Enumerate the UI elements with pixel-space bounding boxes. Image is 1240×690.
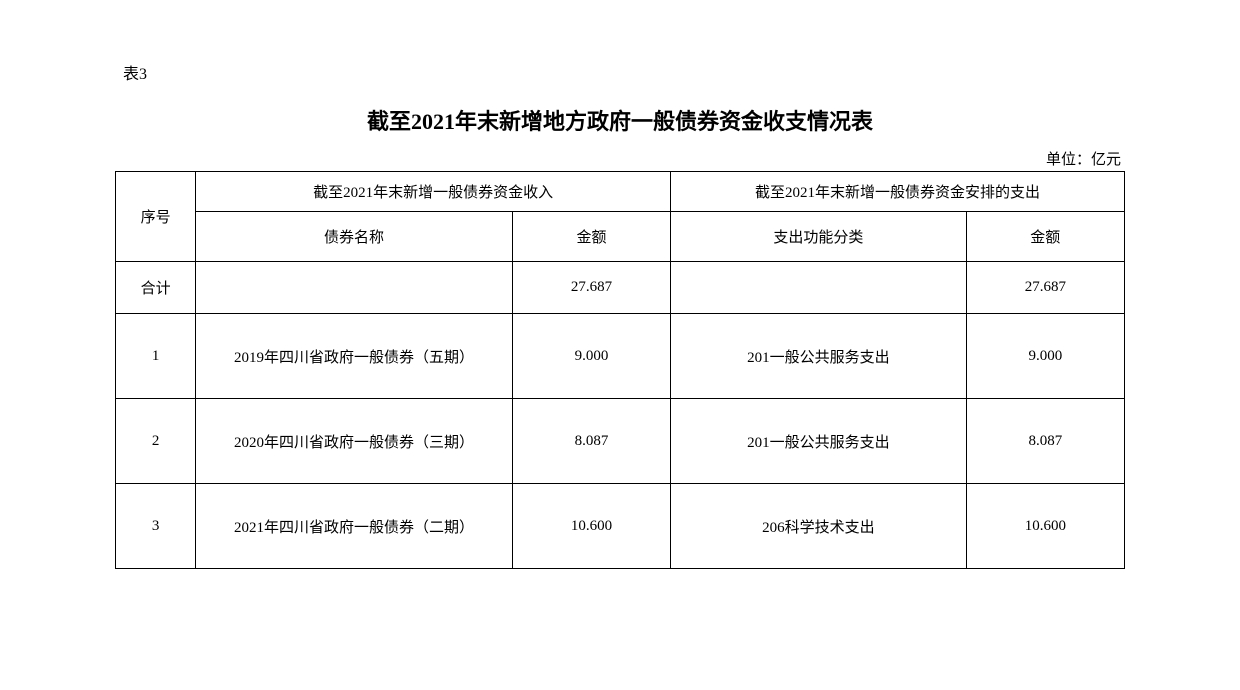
- table-label: 表3: [123, 60, 1125, 84]
- cell-seq: 1: [116, 314, 196, 399]
- cell-bond-name: 2020年四川省政府一般债券（三期）: [196, 399, 513, 484]
- cell-expense-category: 206科学技术支出: [671, 484, 967, 569]
- cell-income-amount: 9.000: [512, 314, 670, 399]
- total-expense-category: [671, 262, 967, 314]
- header-amount2: 金额: [966, 212, 1124, 262]
- header-seq: 序号: [116, 172, 196, 262]
- document-title: 截至2021年末新增地方政府一般债券资金收支情况表: [115, 104, 1125, 136]
- cell-income-amount: 10.600: [512, 484, 670, 569]
- table-header-row-2: 债券名称 金额 支出功能分类 金额: [116, 212, 1125, 262]
- cell-expense-amount: 10.600: [966, 484, 1124, 569]
- cell-expense-amount: 8.087: [966, 399, 1124, 484]
- table-header-row-1: 序号 截至2021年末新增一般债券资金收入 截至2021年末新增一般债券资金安排…: [116, 172, 1125, 212]
- cell-bond-name: 2019年四川省政府一般债券（五期）: [196, 314, 513, 399]
- document-container: 表3 截至2021年末新增地方政府一般债券资金收支情况表 单位：亿元 序号 截至…: [0, 0, 1240, 569]
- header-expense-category: 支出功能分类: [671, 212, 967, 262]
- cell-expense-category: 201一般公共服务支出: [671, 399, 967, 484]
- unit-label: 单位：亿元: [115, 148, 1125, 169]
- cell-expense-category: 201一般公共服务支出: [671, 314, 967, 399]
- header-bond-name: 债券名称: [196, 212, 513, 262]
- table-row: 2 2020年四川省政府一般债券（三期） 8.087 201一般公共服务支出 8…: [116, 399, 1125, 484]
- total-label: 合计: [116, 262, 196, 314]
- cell-seq: 3: [116, 484, 196, 569]
- table-row: 3 2021年四川省政府一般债券（二期） 10.600 206科学技术支出 10…: [116, 484, 1125, 569]
- total-bond-name: [196, 262, 513, 314]
- table-row: 1 2019年四川省政府一般债券（五期） 9.000 201一般公共服务支出 9…: [116, 314, 1125, 399]
- header-amount: 金额: [512, 212, 670, 262]
- total-income-amount: 27.687: [512, 262, 670, 314]
- total-row: 合计 27.687 27.687: [116, 262, 1125, 314]
- total-expense-amount: 27.687: [966, 262, 1124, 314]
- cell-expense-amount: 9.000: [966, 314, 1124, 399]
- cell-income-amount: 8.087: [512, 399, 670, 484]
- data-table: 序号 截至2021年末新增一般债券资金收入 截至2021年末新增一般债券资金安排…: [115, 171, 1125, 569]
- cell-seq: 2: [116, 399, 196, 484]
- header-expense-group: 截至2021年末新增一般债券资金安排的支出: [671, 172, 1125, 212]
- cell-bond-name: 2021年四川省政府一般债券（二期）: [196, 484, 513, 569]
- header-income-group: 截至2021年末新增一般债券资金收入: [196, 172, 671, 212]
